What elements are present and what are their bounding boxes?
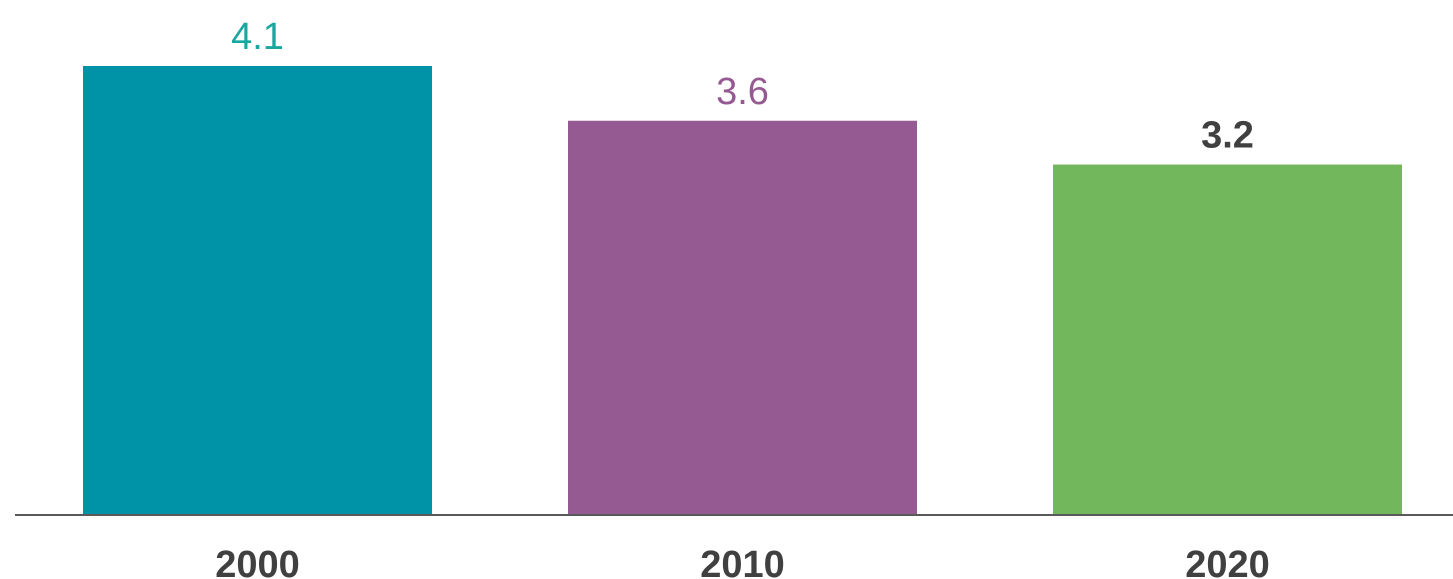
bar-2020: [1053, 164, 1402, 515]
x-tick-label-2020: 2020: [1185, 544, 1270, 579]
data-labels-layer: 4.1 3.6 3.2: [231, 16, 1254, 157]
data-label-2000: 4.1: [231, 16, 284, 58]
x-tick-label-2010: 2010: [700, 544, 785, 579]
data-label-2010: 3.6: [716, 71, 769, 113]
bars-layer: [83, 66, 1402, 515]
bar-2010: [568, 120, 917, 515]
x-tick-label-2000: 2000: [215, 544, 300, 579]
data-label-2020: 3.2: [1201, 115, 1254, 157]
x-tick-labels-layer: 2000 2010 2020: [215, 544, 1270, 579]
bar-2000: [83, 66, 432, 515]
